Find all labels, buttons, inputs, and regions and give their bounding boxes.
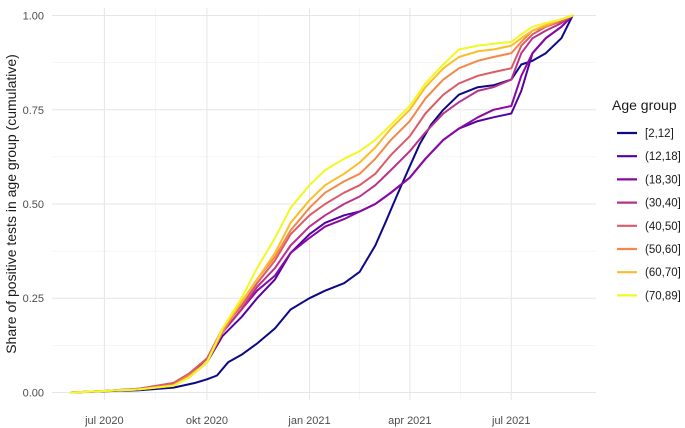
x-tick-label: apr 2021 (388, 415, 431, 427)
x-tick-label: jul 2021 (491, 415, 531, 427)
legend: Age group [2,12] (12,18] (18,30] (30,40] (40… (612, 97, 681, 302)
y-tick-label: 0.25 (23, 293, 44, 305)
series-line-7 (70, 14, 574, 394)
x-axis-ticks: jul 2020 okt 2020 jan 2021 apr 2021 jul 2021 (84, 415, 530, 427)
series-line-4 (70, 14, 574, 394)
x-tick-label: jul 2020 (84, 415, 124, 427)
y-tick-label: 0.75 (23, 105, 44, 117)
y-axis-title: Share of positive tests in age group (cu… (3, 54, 19, 354)
legend-label-0: [2,12] (645, 128, 674, 140)
series-lines (70, 14, 574, 394)
grid (52, 8, 596, 400)
legend-label-2: (18,30] (645, 174, 681, 186)
legend-label-4: (40,50] (645, 221, 681, 233)
y-tick-label: 1.00 (23, 11, 44, 23)
y-tick-label: 0.50 (23, 199, 44, 211)
y-axis-ticks: 0.00 0.25 0.50 0.75 1.00 (23, 11, 44, 400)
legend-title: Age group (612, 97, 677, 113)
legend-label-7: (70,89] (645, 290, 681, 302)
legend-label-6: (60,70] (645, 267, 681, 279)
legend-label-1: (12,18] (645, 151, 681, 163)
legend-items: [2,12] (12,18] (18,30] (30,40] (40,50] (50,60… (617, 128, 681, 302)
legend-label-5: (50,60] (645, 244, 681, 256)
legend-label-3: (30,40] (645, 198, 681, 210)
x-tick-label: jan 2021 (287, 415, 330, 427)
y-tick-label: 0.00 (23, 387, 44, 399)
x-tick-label: okt 2020 (186, 415, 228, 427)
